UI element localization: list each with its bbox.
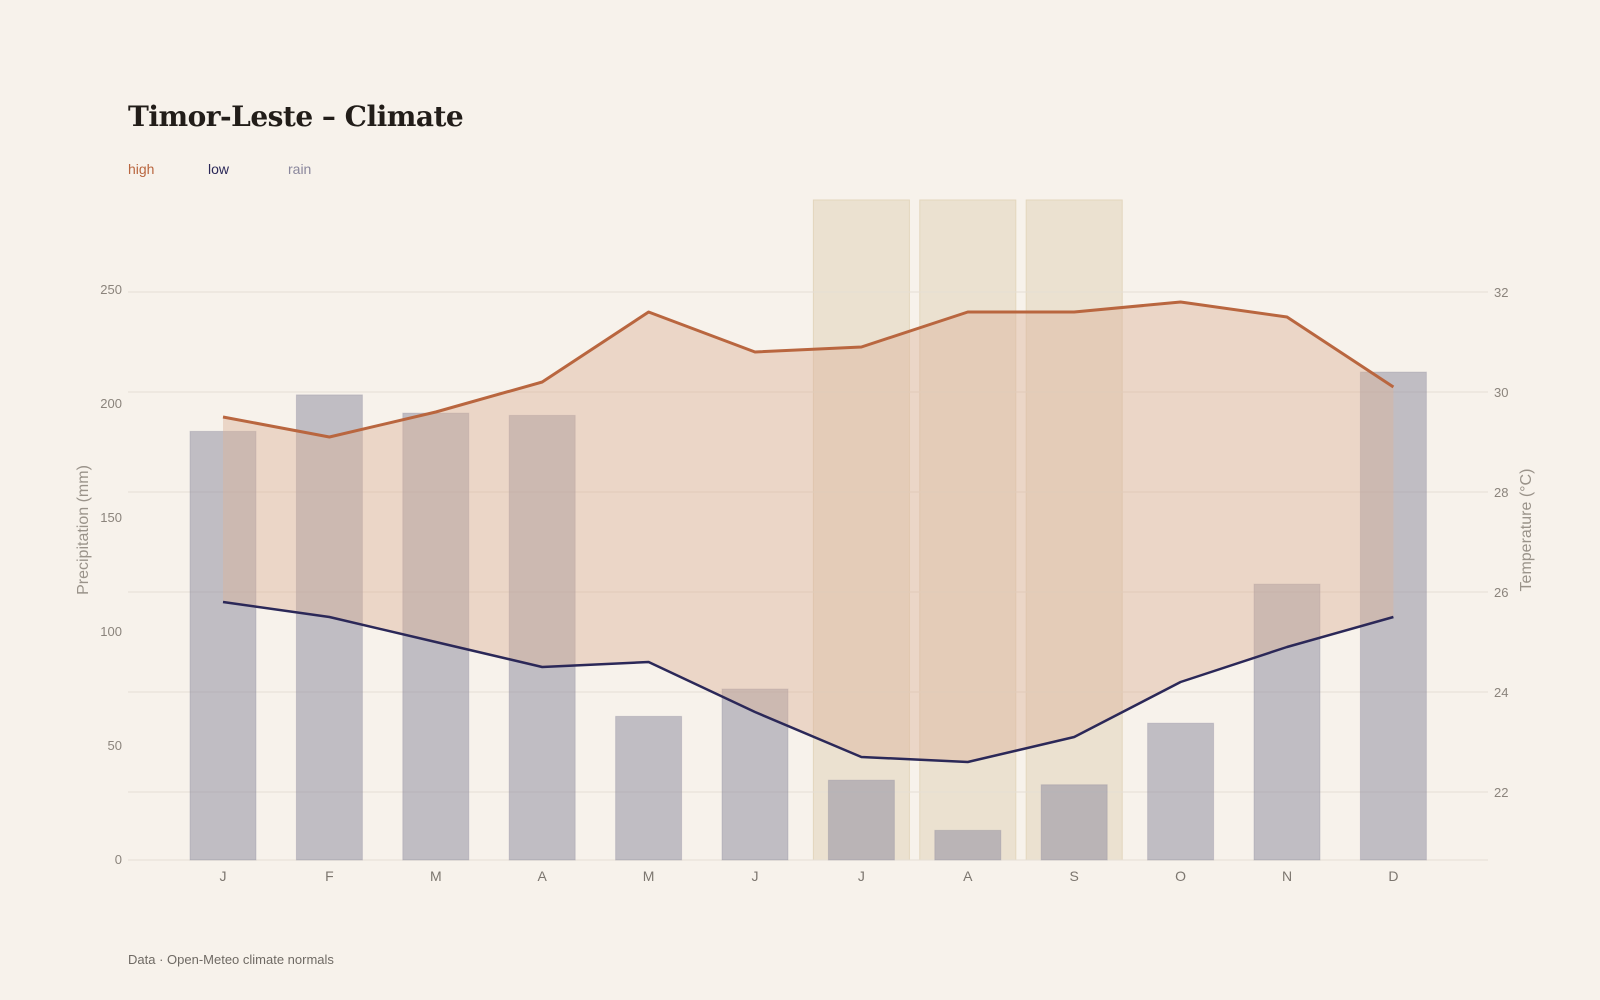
legend-item-high: high	[128, 161, 155, 177]
y-right-tick-22: 22	[1494, 785, 1508, 800]
y-right-tick-30: 30	[1494, 385, 1508, 400]
y-left-tick-100: 100	[100, 624, 122, 639]
x-tick-5: J	[752, 868, 759, 884]
rain-bar-3	[508, 414, 576, 861]
line-layer	[222, 300, 1395, 764]
y-right-axis-title: Temperature (°C)	[1518, 469, 1535, 592]
temperature-band	[223, 302, 1394, 762]
x-tick-7: A	[963, 868, 973, 884]
y-right-tick-32: 32	[1494, 285, 1508, 300]
low-line	[222, 600, 1394, 764]
x-tick-3: A	[538, 868, 548, 884]
highlight-month-7	[919, 199, 1017, 861]
legend-item-low: low	[208, 161, 230, 177]
rain-bar-4	[615, 715, 683, 861]
y-right-tick-24: 24	[1494, 685, 1508, 700]
highlight-month-6	[812, 199, 910, 861]
bar-layer	[189, 371, 1427, 861]
x-tick-2: M	[430, 868, 442, 884]
legend-item-rain: rain	[288, 161, 312, 177]
rain-bar-11	[1359, 371, 1427, 861]
y-left-tick-50: 50	[108, 738, 122, 753]
axis-layer: 0 50 100 150 200 250 22 24 26 28 30 32 J F M A M J J A S O N D P…	[75, 282, 1535, 884]
x-tick-6: J	[858, 868, 865, 884]
x-tick-1: F	[325, 868, 334, 884]
x-tick-8: S	[1070, 868, 1079, 884]
x-tick-4: M	[643, 868, 655, 884]
rain-bar-6	[827, 779, 895, 861]
band-layer	[223, 302, 1394, 762]
rain-bar-10	[1253, 583, 1321, 861]
rain-bar-7	[934, 829, 1002, 861]
y-left-tick-0: 0	[115, 852, 122, 867]
x-tick-9: O	[1175, 868, 1186, 884]
y-left-axis-title: Precipitation (mm)	[75, 465, 92, 595]
legend: high low rain	[128, 161, 368, 177]
y-left-tick-200: 200	[100, 396, 122, 411]
rain-bar-0	[189, 430, 257, 861]
rain-bar-8	[1040, 784, 1108, 861]
rain-bar-9	[1147, 722, 1215, 861]
source-note: Data · Open-Meteo climate normals	[128, 952, 334, 967]
x-tick-0: J	[220, 868, 227, 884]
y-right-tick-28: 28	[1494, 485, 1508, 500]
x-tick-11: D	[1388, 868, 1398, 884]
rain-bar-1	[295, 394, 363, 861]
chart-title: Timor-Leste – Climate	[128, 100, 464, 133]
y-left-tick-150: 150	[100, 510, 122, 525]
highlight-layer	[812, 199, 1123, 861]
rain-bar-5	[721, 688, 789, 861]
x-tick-10: N	[1282, 868, 1292, 884]
y-left-tick-250: 250	[100, 282, 122, 297]
y-right-tick-26: 26	[1494, 585, 1508, 600]
high-line	[222, 300, 1395, 439]
